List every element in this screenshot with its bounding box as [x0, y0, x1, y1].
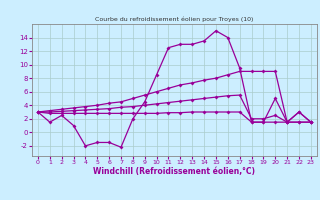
Title: Courbe du refroidissement éolien pour Troyes (10): Courbe du refroidissement éolien pour Tr…: [95, 17, 253, 22]
X-axis label: Windchill (Refroidissement éolien,°C): Windchill (Refroidissement éolien,°C): [93, 167, 255, 176]
